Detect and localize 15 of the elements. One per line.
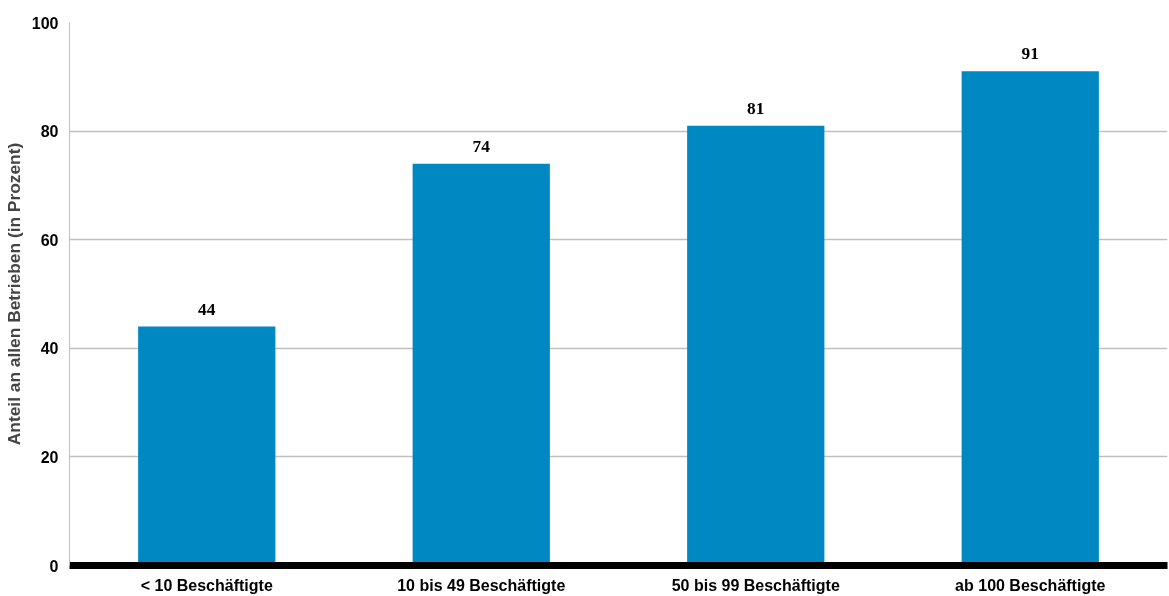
y-tick-label: 100 [31, 14, 59, 32]
data-label: 81 [747, 98, 765, 118]
y-tick-label: 0 [49, 557, 59, 575]
y-axis-title: Anteil an allen Betrieben (in Prozent) [3, 142, 24, 446]
x-tick-label: 50 bis 99 Beschäftigte [671, 576, 840, 594]
data-label: 91 [1021, 44, 1039, 64]
x-tick-label: ab 100 Beschäftigte [955, 576, 1106, 594]
x-tick-label: < 10 Beschäftigte [140, 576, 273, 594]
x-tick-label: 10 bis 49 Beschäftigte [397, 576, 566, 594]
data-label: 44 [198, 299, 216, 319]
y-tick-label: 80 [40, 123, 59, 141]
data-label: 74 [472, 136, 491, 156]
y-tick-label: 60 [40, 231, 59, 249]
y-tick-label: 20 [40, 448, 59, 466]
y-tick-label: 40 [40, 340, 59, 358]
